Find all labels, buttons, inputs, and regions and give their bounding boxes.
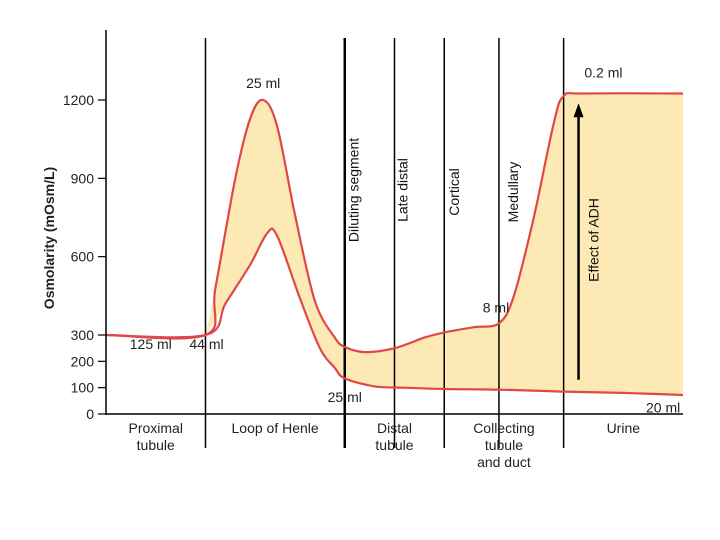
y-axis-label: Osmolarity (mOsm/L) — [41, 167, 57, 309]
divider-layer — [204, 38, 565, 448]
volume-annotation: 125 ml — [130, 336, 172, 352]
series-upper-line — [105, 91, 684, 354]
y-tick-label: 1200 — [63, 92, 94, 108]
segment-label-loop-of-henle: Loop of Henle — [232, 420, 319, 436]
curve-layer — [105, 91, 684, 397]
volume-annotation: 25 ml — [328, 389, 362, 405]
y-tick-label: 900 — [71, 170, 95, 186]
adh-arrow-head — [573, 103, 584, 118]
vertical-label: Medullary — [505, 162, 521, 223]
segment-label-collecting: Collecting tubule and duct — [473, 420, 534, 470]
vertical-label: Diluting segment — [346, 138, 362, 242]
y-tick-label: 200 — [71, 353, 95, 369]
y-tick-label: 0 — [86, 406, 94, 422]
y-tick-label: 300 — [71, 327, 95, 343]
series-lower-line — [105, 227, 684, 397]
vertical-label: Effect of ADH — [585, 198, 601, 282]
y-tick-label: 600 — [71, 249, 95, 265]
volume-annotation: 8 ml — [483, 300, 509, 316]
volume-annotation: 25 ml — [246, 75, 280, 91]
segment-label-urine: Urine — [607, 420, 641, 436]
y-tick-label: 100 — [71, 380, 95, 396]
segment-label-proximal: Proximal tubule — [129, 420, 183, 453]
volume-annotation: 0.2 ml — [584, 65, 622, 81]
segment-label-distal: Distal tubule — [375, 420, 413, 453]
axis-layer — [98, 30, 683, 415]
vertical-label: Late distal — [394, 158, 410, 222]
text-layer: Osmolarity (mOsm/L) 0 100 200 300 600 900 1200… — [41, 65, 680, 470]
volume-annotation: 20 ml — [646, 399, 680, 415]
volume-annotation: 44 ml — [189, 336, 223, 352]
vertical-label: Cortical — [446, 168, 462, 215]
